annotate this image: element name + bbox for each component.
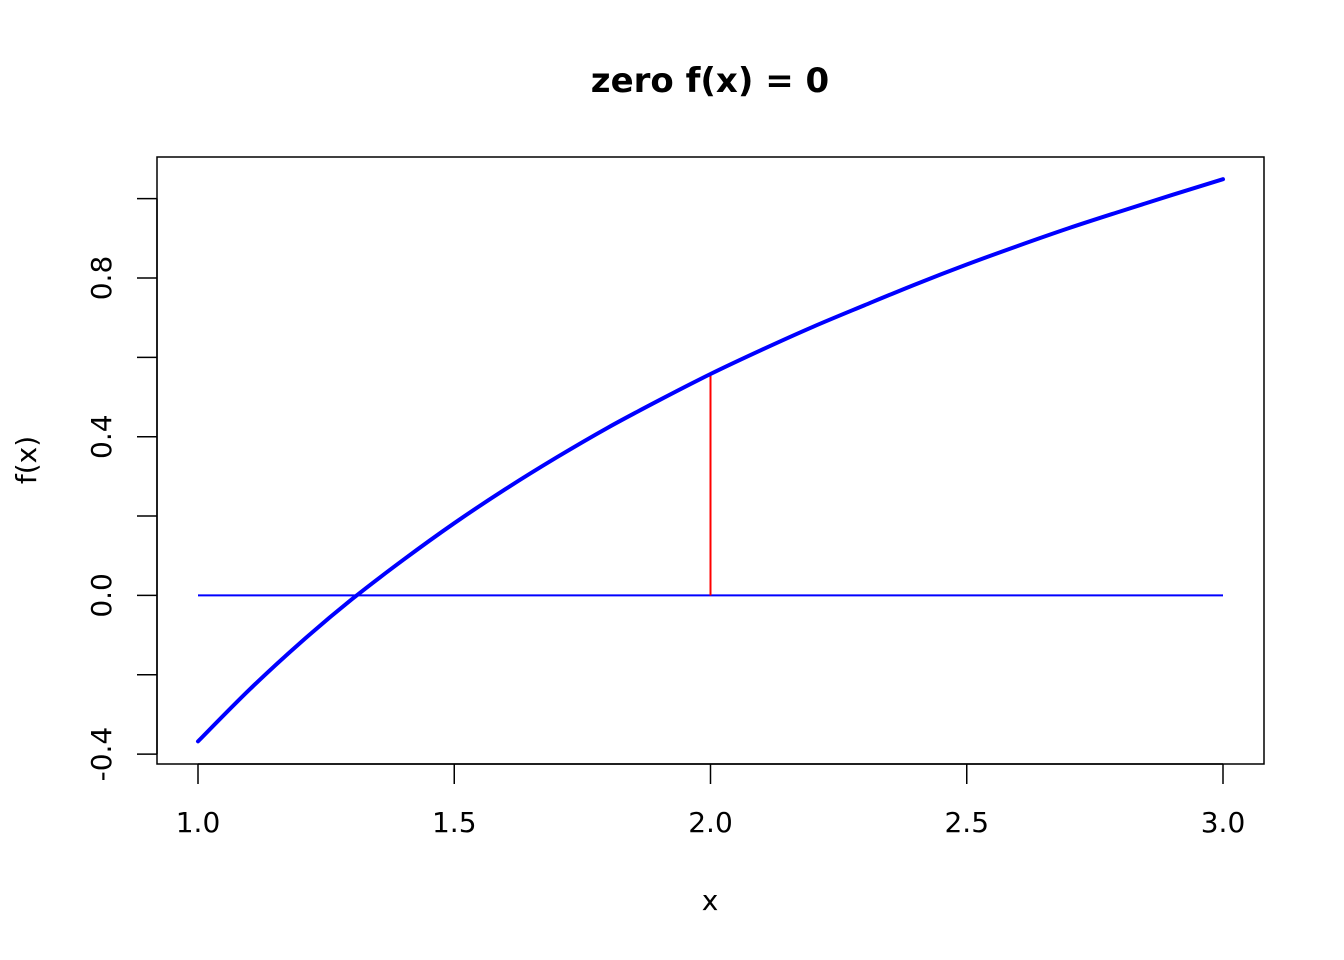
x-tick-label: 1.5 (432, 806, 477, 839)
x-axis: 1.0 1.5 2.0 2.5 3.0 (176, 763, 1246, 839)
y-tick-label: 0.0 (85, 573, 118, 618)
chart-title: zero f(x) = 0 (591, 61, 829, 101)
x-tick-label: 3.0 (1201, 806, 1246, 839)
y-tick-label: -0.4 (85, 727, 118, 782)
x-tick-label: 2.0 (688, 806, 733, 839)
series-line (196, 177, 1225, 744)
reference-lines (198, 374, 1223, 597)
x-axis-label: x (702, 884, 719, 917)
y-axis-label: f(x) (10, 436, 43, 484)
y-axis: -0.4 0.0 0.4 0.8 (85, 197, 158, 782)
y-tick-label: 0.8 (85, 256, 118, 301)
y-tick-label: 0.4 (85, 414, 118, 459)
x-tick-label: 2.5 (944, 806, 989, 839)
series-group (196, 177, 1225, 744)
x-tick-label: 1.0 (176, 806, 221, 839)
